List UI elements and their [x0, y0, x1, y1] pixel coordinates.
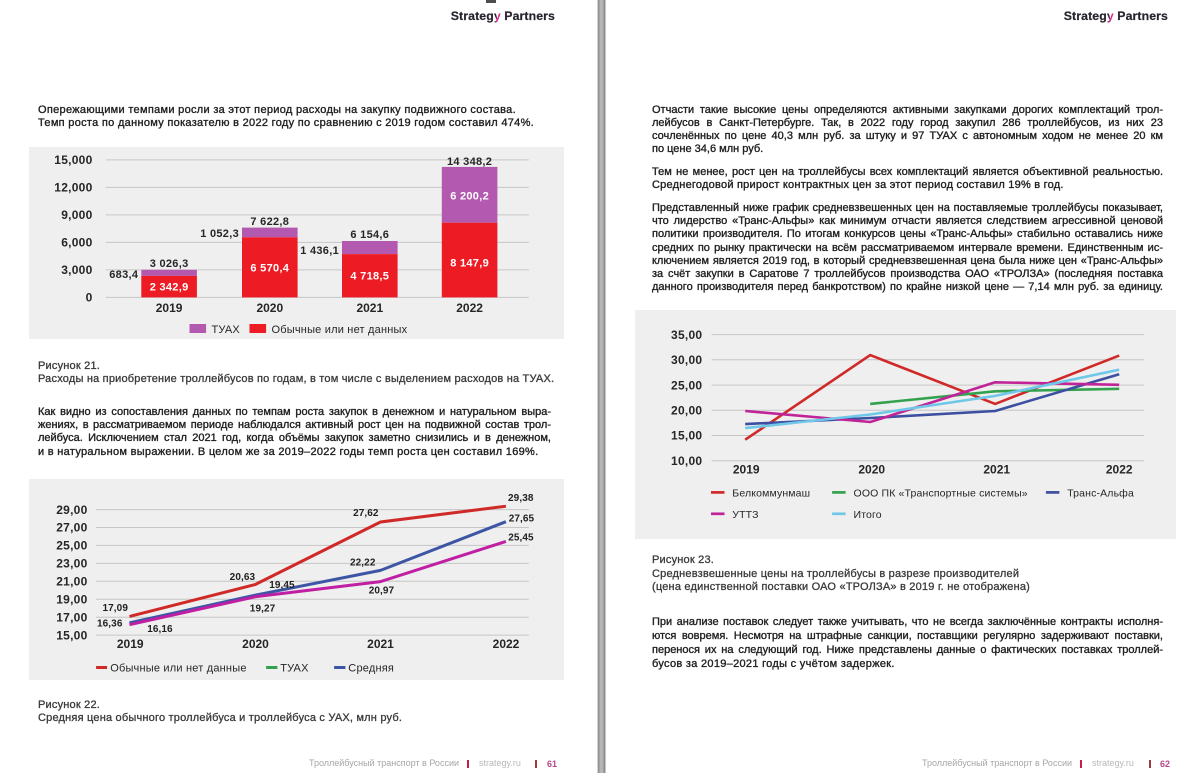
svg-text:2019: 2019 [116, 637, 143, 651]
svg-text:3,000: 3,000 [61, 263, 92, 277]
svg-text:10,00: 10,00 [671, 454, 702, 468]
svg-text:2 342,9: 2 342,9 [149, 282, 188, 294]
svg-text:21,00: 21,00 [56, 574, 87, 588]
svg-text:2021: 2021 [983, 463, 1010, 477]
svg-text:25,45: 25,45 [508, 532, 534, 543]
svg-text:2022: 2022 [1106, 463, 1133, 477]
svg-text:2019: 2019 [733, 463, 760, 477]
svg-text:0: 0 [85, 291, 92, 305]
svg-text:27,65: 27,65 [508, 513, 534, 524]
svg-text:Обычные или нет данных: Обычные или нет данных [271, 324, 407, 336]
svg-text:1 436,1: 1 436,1 [300, 245, 339, 257]
svg-text:19,00: 19,00 [56, 592, 87, 606]
svg-text:Средняя: Средняя [348, 662, 394, 674]
svg-text:2021: 2021 [367, 637, 394, 651]
svg-text:17,00: 17,00 [56, 610, 87, 624]
svg-text:16,16: 16,16 [147, 624, 173, 635]
svg-text:19,45: 19,45 [269, 579, 295, 590]
svg-text:683,4: 683,4 [109, 269, 139, 281]
svg-text:2022: 2022 [492, 637, 519, 651]
svg-text:2021: 2021 [356, 301, 383, 315]
svg-text:16,36: 16,36 [96, 618, 122, 629]
svg-text:3 026,3: 3 026,3 [149, 258, 188, 270]
svg-text:20,97: 20,97 [368, 585, 394, 596]
svg-text:2020: 2020 [242, 637, 269, 651]
svg-text:Обычные или нет данные: Обычные или нет данные [110, 662, 246, 674]
svg-text:29,38: 29,38 [508, 493, 534, 504]
svg-text:9,000: 9,000 [61, 208, 92, 222]
svg-text:22,22: 22,22 [349, 557, 375, 568]
svg-text:20,63: 20,63 [229, 572, 255, 583]
svg-text:2019: 2019 [155, 301, 182, 315]
svg-text:6 570,4: 6 570,4 [250, 262, 289, 274]
svg-text:15,00: 15,00 [671, 429, 702, 443]
svg-text:12,000: 12,000 [54, 181, 92, 195]
svg-text:30,00: 30,00 [671, 353, 702, 367]
svg-text:УТТЗ: УТТЗ [732, 509, 758, 521]
svg-text:2022: 2022 [456, 301, 483, 315]
svg-text:25,00: 25,00 [671, 378, 702, 392]
svg-text:6 200,2: 6 200,2 [450, 191, 489, 203]
svg-text:29,00: 29,00 [56, 502, 87, 516]
svg-text:ТУАХ: ТУАХ [211, 324, 240, 336]
svg-text:14 348,2: 14 348,2 [446, 156, 491, 168]
svg-text:27,62: 27,62 [353, 507, 379, 518]
svg-text:2020: 2020 [858, 463, 885, 477]
svg-text:8 147,9: 8 147,9 [450, 258, 489, 270]
svg-text:15,00: 15,00 [56, 628, 87, 642]
svg-text:20,00: 20,00 [671, 404, 702, 418]
svg-text:17,09: 17,09 [102, 602, 128, 613]
svg-text:19,27: 19,27 [249, 603, 275, 614]
svg-text:Белкоммунмаш: Белкоммунмаш [732, 487, 810, 499]
svg-text:15,000: 15,000 [54, 153, 92, 167]
svg-text:2020: 2020 [256, 301, 283, 315]
svg-text:1 052,3: 1 052,3 [200, 228, 239, 240]
svg-text:Итого: Итого [853, 509, 881, 521]
svg-text:ТУАХ: ТУАХ [280, 662, 309, 674]
svg-text:4 718,5: 4 718,5 [350, 271, 389, 283]
svg-text:Транс-Альфа: Транс-Альфа [1067, 487, 1134, 499]
svg-text:27,00: 27,00 [56, 520, 87, 534]
svg-text:6 154,6: 6 154,6 [350, 229, 389, 241]
svg-text:ООО ПК «Транспортные системы»: ООО ПК «Транспортные системы» [853, 487, 1027, 499]
svg-text:23,00: 23,00 [56, 556, 87, 570]
svg-text:25,00: 25,00 [56, 538, 87, 552]
svg-text:7 622,8: 7 622,8 [250, 216, 289, 228]
svg-text:35,00: 35,00 [671, 328, 702, 342]
svg-text:6,000: 6,000 [61, 236, 92, 250]
